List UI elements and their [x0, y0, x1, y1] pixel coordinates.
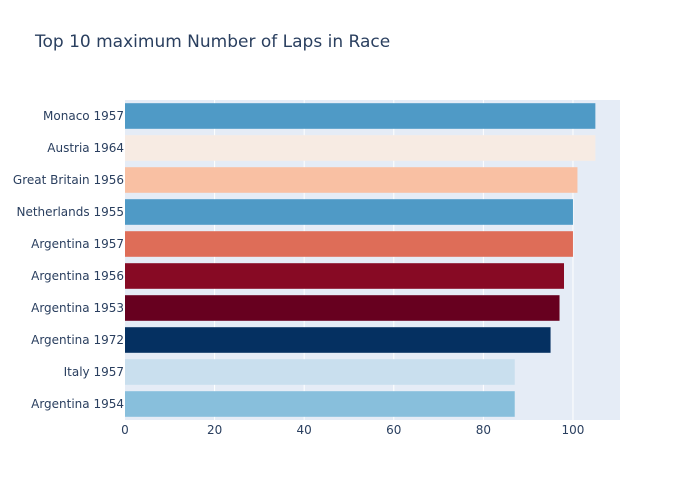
bar: [125, 103, 596, 129]
bar: [125, 135, 596, 161]
x-tick-label: 100: [562, 423, 585, 437]
y-tick-label: Netherlands 1955: [16, 205, 124, 219]
y-tick-label: Italy 1957: [64, 365, 124, 379]
bar: [125, 359, 515, 385]
x-tick-label: 80: [476, 423, 491, 437]
x-tick-label: 60: [386, 423, 401, 437]
chart-title: Top 10 maximum Number of Laps in Race: [35, 32, 391, 52]
bar: [125, 327, 551, 353]
y-axis-labels: Monaco 1957 Austria 1964 Great Britain 195…: [13, 109, 124, 411]
y-tick-label: Argentina 1954: [31, 397, 124, 411]
bar: [125, 199, 573, 225]
y-tick-label: Great Britain 1956: [13, 173, 124, 187]
bar: [125, 263, 565, 289]
y-tick-label: Austria 1964: [47, 141, 124, 155]
x-tick-label: 0: [121, 423, 129, 437]
y-tick-label: Argentina 1956: [31, 269, 124, 283]
y-tick-label: Argentina 1953: [31, 301, 124, 315]
x-tick-label: 40: [297, 423, 312, 437]
bar: [125, 391, 515, 417]
x-axis-labels: 0 20 40 60 80 100: [121, 423, 584, 437]
x-tick-label: 20: [207, 423, 222, 437]
bar: [125, 231, 573, 257]
y-tick-label: Argentina 1972: [31, 333, 124, 347]
bar: [125, 167, 578, 193]
y-tick-label: Argentina 1957: [31, 237, 124, 251]
bar: [125, 295, 560, 321]
y-tick-label: Monaco 1957: [43, 109, 124, 123]
bars: [125, 103, 596, 417]
